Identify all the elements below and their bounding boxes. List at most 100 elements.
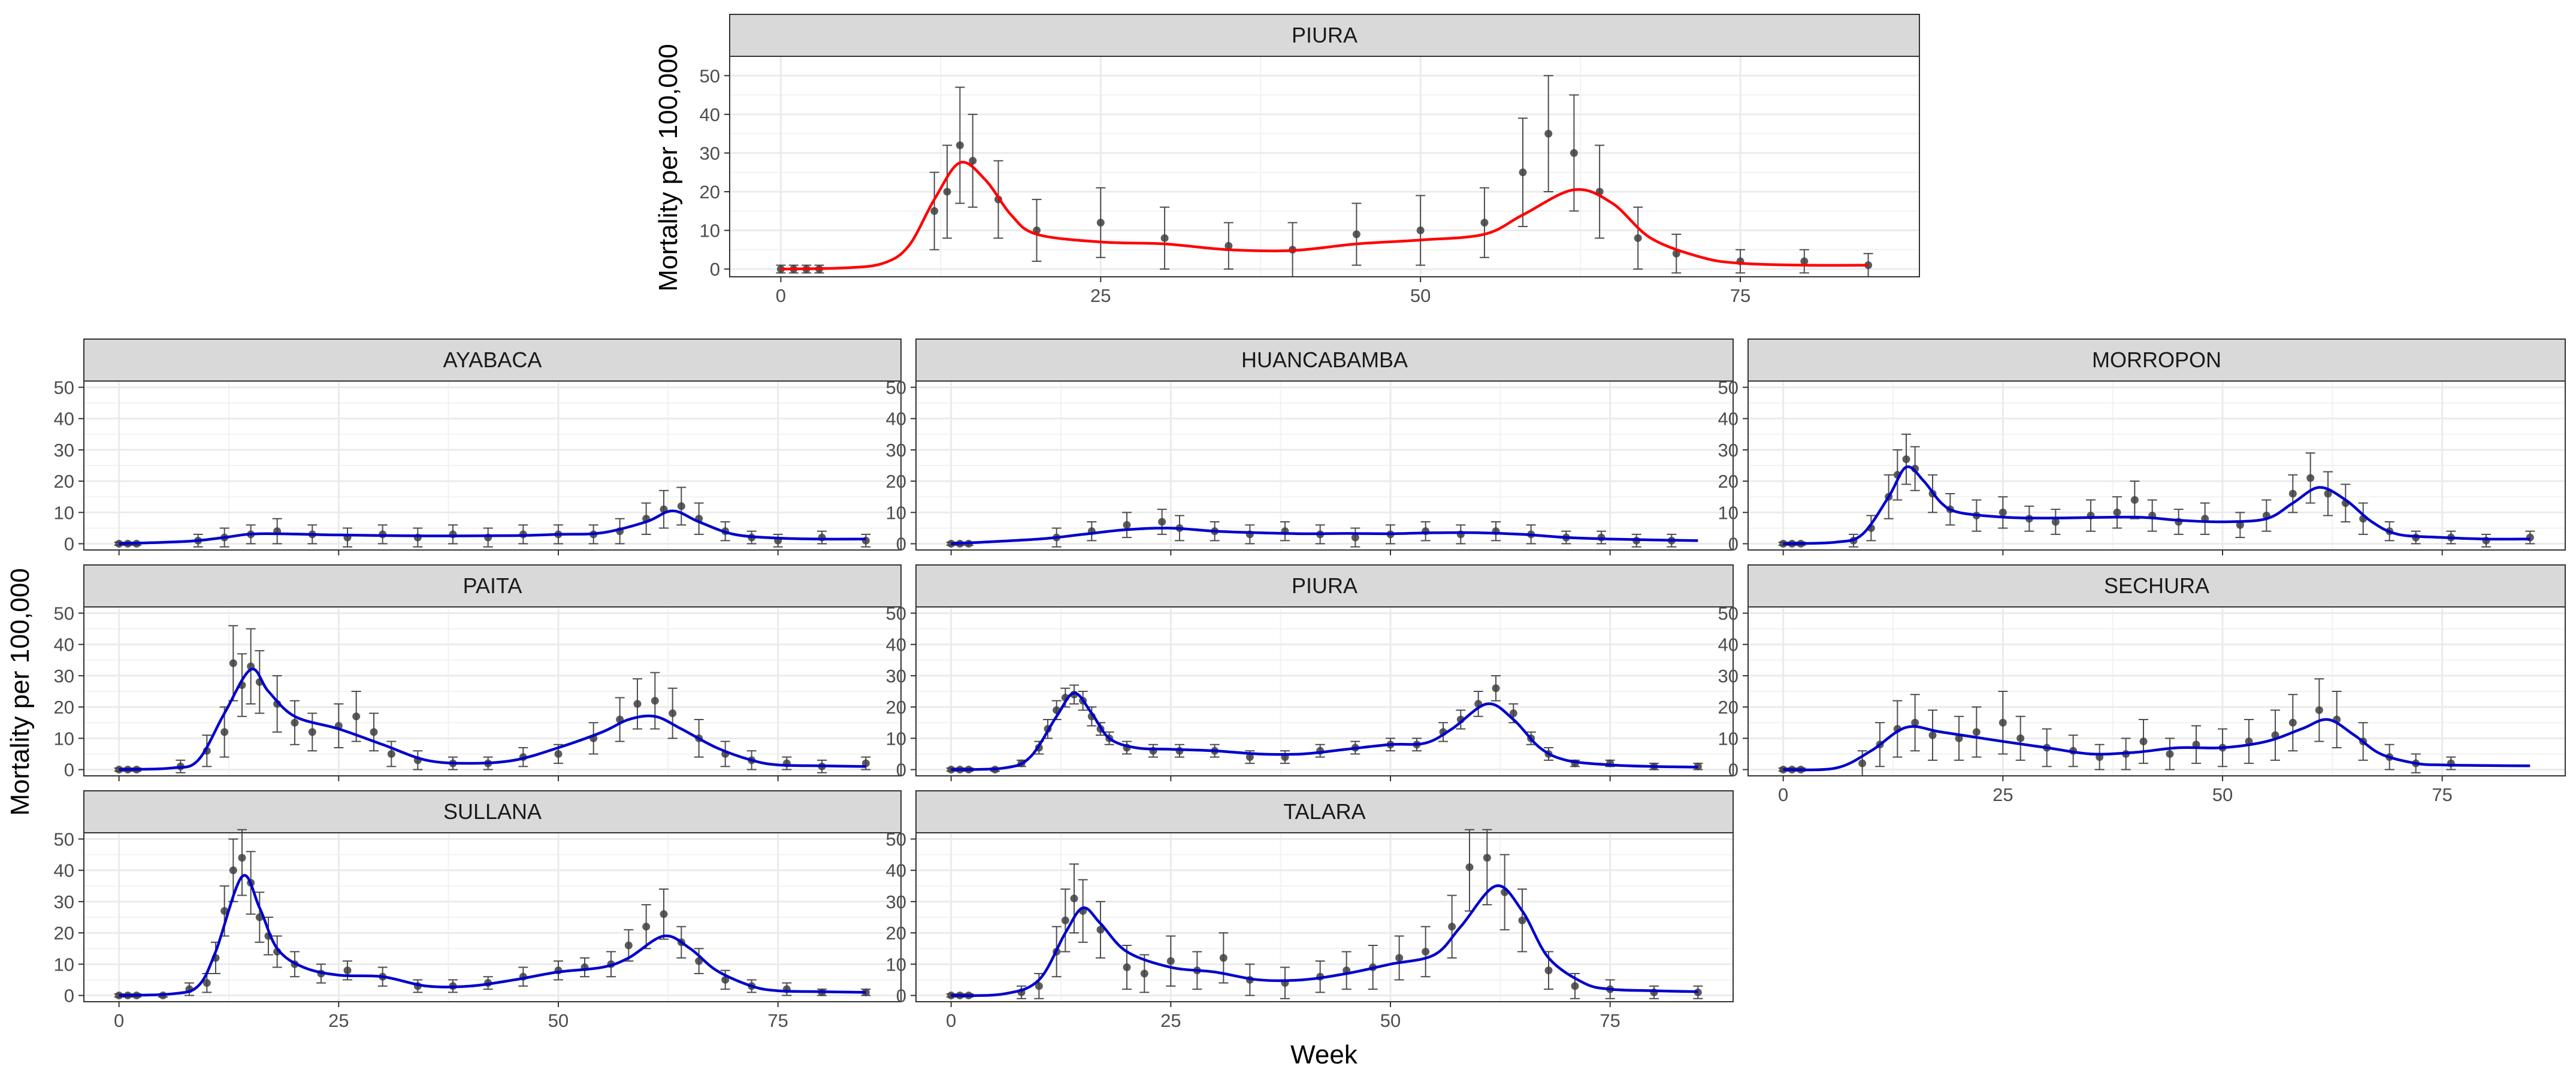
strip-background <box>915 338 1734 382</box>
error-bar-9 <box>237 829 247 896</box>
y-tick-label: 20 <box>700 182 720 203</box>
x-tick-label: 50 <box>548 1010 569 1031</box>
data-point-27 <box>1544 966 1553 975</box>
y-tick-label: 30 <box>54 666 74 687</box>
y-tick-label: 20 <box>886 471 906 492</box>
facet-morropon: MORROPON 0 10 20 30 40 50 <box>1718 338 2566 555</box>
data-point-14 <box>1219 954 1227 962</box>
data-point-7 <box>1070 894 1078 903</box>
data-point-9 <box>1972 728 1981 736</box>
y-tick-label: 30 <box>1718 666 1739 687</box>
y-tick-label: 20 <box>886 923 906 944</box>
y-tick-label: 10 <box>700 220 720 241</box>
data-point-12 <box>1998 508 2007 516</box>
data-point-7 <box>1928 731 1937 739</box>
y-tick-label: 0 <box>64 986 74 1007</box>
panel-border <box>1747 380 2566 551</box>
fitted-line <box>119 874 866 997</box>
data-point-16 <box>2139 738 2148 746</box>
data-point-26 <box>642 923 651 931</box>
y-tick-label: 30 <box>54 440 74 461</box>
data-point-15 <box>370 728 378 736</box>
data-point-19 <box>1570 149 1578 157</box>
x-tick-label: 75 <box>2432 784 2452 805</box>
strip-label: PIURA <box>1292 573 1357 598</box>
panel-border <box>915 380 1734 551</box>
strip-label: HUANCABAMBA <box>1241 347 1408 372</box>
x-tick-label: 0 <box>776 285 786 306</box>
strip-label: TALARA <box>1283 799 1365 824</box>
y-tick-label: 0 <box>896 760 906 781</box>
x-tick-label: 50 <box>2212 784 2233 805</box>
y-tick-label: 40 <box>1718 409 1739 430</box>
strip-background <box>83 564 902 608</box>
x-tick-label: 25 <box>1090 285 1111 306</box>
data-point-21 <box>1422 947 1430 956</box>
data-point-23 <box>2315 706 2323 714</box>
y-tick-label: 50 <box>54 603 74 624</box>
x-tick-label: 75 <box>1600 1010 1620 1031</box>
y-tick-label: 50 <box>886 377 906 398</box>
x-tick-label: 25 <box>328 1010 349 1031</box>
data-point-4 <box>1035 982 1043 990</box>
fitted-line <box>1783 465 2530 545</box>
data-point-12 <box>1224 241 1233 250</box>
data-point-16 <box>343 966 352 975</box>
y-tick-label: 40 <box>886 634 906 655</box>
data-point-12 <box>1166 957 1175 965</box>
facet-talara: TALARA 0 25 50 75 0 10 20 30 40 50 <box>886 790 1734 1031</box>
data-point-23 <box>1465 863 1474 871</box>
y-tick-label: 50 <box>886 829 906 850</box>
y-tick-label: 40 <box>54 409 74 430</box>
y-tick-label: 0 <box>64 534 74 555</box>
strip-label: SECHURA <box>2104 573 2209 598</box>
strip-label: SULLANA <box>443 799 542 824</box>
y-tick-label: 10 <box>1718 502 1739 523</box>
x-tick-label: 25 <box>1160 1010 1181 1031</box>
y-tick-label: 40 <box>886 409 906 430</box>
data-point-28 <box>1509 709 1517 718</box>
strip-label: MORROPON <box>2092 347 2221 372</box>
y-tick-label: 30 <box>1718 440 1739 461</box>
y-tick-label: 50 <box>1718 603 1739 624</box>
strip-background <box>83 790 902 833</box>
facet-piura-aggregate: PIURA 0 25 50 75 0 10 20 30 40 50 <box>700 14 1920 306</box>
y-tick-label: 20 <box>54 923 74 944</box>
y-tick-label: 10 <box>54 954 74 975</box>
fitted-line <box>951 691 1698 771</box>
data-point-11 <box>1140 969 1148 978</box>
y-tick-label: 40 <box>1718 634 1739 655</box>
strip-label: AYABACA <box>443 347 542 372</box>
facet-panels: PIURA 0 25 50 75 0 10 20 30 40 50 AYABACA 0 10 20 30 40 5… <box>54 14 2566 1031</box>
data-point-14 <box>2051 518 2060 526</box>
panel-border <box>729 56 1920 277</box>
x-tick-label: 50 <box>1410 285 1431 306</box>
panel-background <box>730 56 1919 277</box>
data-point-6 <box>229 659 237 667</box>
data-point-9 <box>238 854 246 862</box>
y-tick-label: 10 <box>886 954 906 975</box>
y-tick-label: 50 <box>886 603 906 624</box>
data-point-21 <box>2236 521 2244 529</box>
data-point-14 <box>352 712 361 721</box>
data-point-3 <box>1858 759 1867 767</box>
y-tick-label: 10 <box>54 502 74 523</box>
data-point-21 <box>1634 234 1642 242</box>
data-point-10 <box>1096 219 1105 227</box>
data-point-17 <box>2130 495 2139 504</box>
y-tick-label: 20 <box>54 697 74 718</box>
fitted-line <box>119 667 866 771</box>
y-tick-label: 0 <box>1728 534 1739 555</box>
data-point-5 <box>943 188 951 196</box>
facet-ayabaca: AYABACA 0 10 20 30 40 50 <box>54 338 902 555</box>
data-point-23 <box>2288 489 2297 498</box>
fitted-line <box>781 161 1868 271</box>
y-tick-label: 10 <box>1718 728 1739 749</box>
y-tick-label: 0 <box>64 760 74 781</box>
y-tick-label: 40 <box>54 860 74 881</box>
data-point-27 <box>660 910 668 918</box>
data-point-16 <box>2113 508 2121 516</box>
data-point-25 <box>624 941 633 950</box>
data-point-5 <box>220 728 229 736</box>
data-point-17 <box>2166 749 2174 758</box>
